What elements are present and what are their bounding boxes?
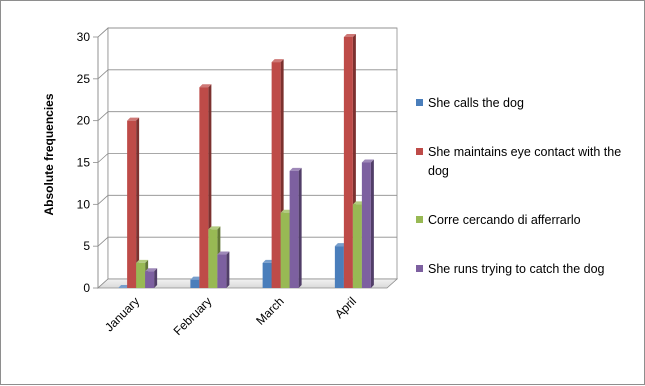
gridline	[97, 153, 397, 163]
y-tick-label: 0	[83, 281, 90, 295]
x-tick-label: January	[102, 294, 142, 334]
legend-item: Corre cercando di afferrarlo	[416, 211, 641, 230]
x-tick-label: April	[332, 294, 359, 321]
bar	[289, 167, 302, 288]
bar	[361, 159, 374, 288]
gridline	[97, 111, 397, 121]
gridline	[97, 69, 397, 80]
y-axis-label: Absolute frequencies	[42, 93, 56, 215]
x-tick-label: February	[171, 294, 215, 338]
y-tick-label: 15	[77, 156, 91, 170]
legend-label: Corre cercando di afferrarlo	[428, 213, 581, 227]
legend-item: She maintains eye contact with the dog	[416, 143, 641, 181]
legend-swatch	[416, 99, 423, 106]
legend-label: She runs trying to catch the dog	[428, 262, 605, 276]
y-tick-label: 5	[83, 239, 90, 253]
legend-swatch	[416, 265, 423, 272]
bar	[217, 251, 230, 288]
legend: She calls the dog She maintains eye conta…	[416, 94, 641, 279]
bar	[145, 268, 158, 288]
y-tick-label: 25	[77, 72, 91, 86]
y-tick-label: 30	[77, 30, 91, 44]
legend-swatch	[416, 148, 423, 155]
legend-label: She maintains eye contact with the dog	[428, 145, 622, 178]
bars-group	[118, 34, 374, 289]
y-tick-label: 10	[77, 197, 91, 211]
y-tick-label: 20	[77, 114, 91, 128]
legend-item: She runs trying to catch the dog	[416, 260, 641, 279]
bar	[127, 117, 140, 289]
legend-label: She calls the dog	[428, 96, 524, 110]
legend-swatch	[416, 216, 423, 223]
legend-item: She calls the dog	[416, 94, 641, 113]
x-tick-label: March	[253, 294, 286, 327]
gridline	[97, 27, 397, 38]
